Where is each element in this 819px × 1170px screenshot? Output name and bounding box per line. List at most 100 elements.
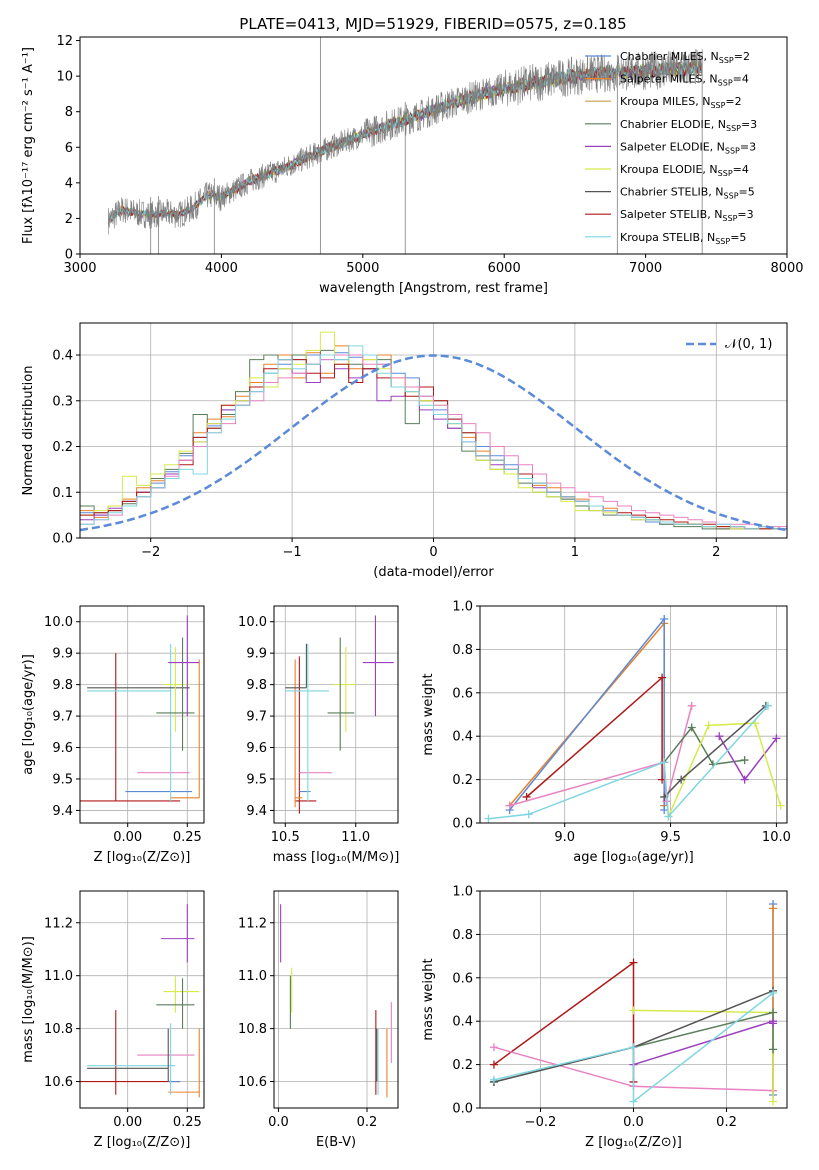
x-tick-label: 0.25	[173, 1115, 202, 1130]
error-bar	[362, 615, 394, 717]
x-axis-label: Z [log₁₀(Z/Z⊙)]	[94, 850, 191, 865]
error-bar	[168, 1028, 200, 1098]
mass-weight-line	[663, 726, 745, 766]
y-tick-label: 11.0	[238, 969, 267, 984]
mass-weight-marker	[484, 814, 493, 823]
legend-entry: Salpeter MILES, NSSP=4	[620, 73, 749, 88]
x-tick-label: 5000	[346, 261, 379, 276]
error-bar	[168, 615, 200, 717]
age-vs-mass-frame	[273, 605, 399, 824]
error-bar	[80, 653, 181, 802]
legend-entry: Chabrier MILES, NSSP=2	[620, 50, 750, 65]
y-tick-label: 4	[65, 176, 73, 191]
spectrum-panel: 3000 4000 5000 6000 7000 8000 0 2 4 6 8 10 12 wavelen…	[21, 34, 804, 296]
y-tick-label: 9.7	[52, 710, 73, 725]
x-tick-label: 1	[571, 545, 579, 560]
x-tick-label: 4000	[205, 261, 238, 276]
y-tick-label: 0.3	[52, 394, 73, 409]
x-tick-label: 0.25	[173, 830, 202, 845]
y-tick-label: 0.8	[452, 928, 473, 943]
weight-vs-age-frame	[479, 605, 788, 824]
weight-vs-age-plot-area	[484, 615, 785, 823]
x-tick-label: 2	[712, 545, 720, 560]
y-axis-label: Flux [fλ10⁻¹⁷ erg cm⁻² s⁻¹ A⁻¹]	[21, 47, 36, 244]
x-tick-label: −2	[141, 545, 160, 560]
y-tick-label: 9.4	[246, 804, 267, 819]
age-vs-mass-plot-area	[285, 615, 394, 814]
y-axis-label: mass weight	[421, 958, 436, 1040]
error-bar	[295, 656, 317, 814]
residual-histogram	[80, 345, 787, 538]
x-axis-label: age [log₁₀(age/yr)]	[573, 850, 694, 865]
mass-weight-marker	[763, 701, 772, 710]
y-tick-label: 0.8	[452, 643, 473, 658]
error-bar	[87, 643, 172, 801]
y-tick-label: 10.8	[238, 1022, 267, 1037]
y-tick-label: 10	[56, 70, 73, 85]
mass-weight-marker	[524, 810, 533, 819]
mass-weight-marker	[489, 1075, 498, 1084]
residuals-plot-area	[80, 331, 787, 538]
y-tick-label: 0.6	[452, 971, 473, 986]
error-bar	[156, 978, 195, 1029]
residual-histogram	[80, 359, 787, 538]
weight-vs-z-frame	[479, 890, 788, 1109]
mass-weight-marker	[660, 805, 669, 814]
x-tick-label: 0.0	[268, 1115, 289, 1130]
x-tick-label: 0.2	[716, 1115, 737, 1130]
mass-vs-ebv-plot-area	[280, 904, 392, 1098]
legend-entry: Kroupa STELIB, NSSP=5	[620, 231, 746, 246]
x-tick-label: −0.2	[525, 1115, 557, 1130]
y-tick-label: 10.0	[44, 615, 73, 630]
error-bar	[170, 659, 200, 799]
mass-weight-marker	[740, 775, 749, 784]
mass-weight-marker	[740, 756, 749, 765]
y-tick-label: 0.2	[452, 773, 473, 788]
y-tick-label: 0.4	[452, 1015, 473, 1030]
mass-vs-z-frame	[79, 890, 205, 1109]
mass-weight-marker	[629, 1006, 638, 1015]
x-axis-label: E(B-V)	[316, 1135, 356, 1150]
y-tick-label: 6	[65, 141, 73, 156]
x-tick-label: 10.5	[271, 830, 300, 845]
mass-weight-marker	[629, 958, 638, 967]
x-axis-label: Z [log₁₀(Z/Z⊙)]	[585, 1135, 682, 1150]
x-tick-label: 0.00	[113, 830, 142, 845]
x-tick-label: 3000	[63, 261, 96, 276]
y-tick-label: 9.5	[52, 772, 73, 787]
mass-weight-marker	[489, 1043, 498, 1052]
x-tick-label: 10.0	[762, 830, 791, 845]
mass-weight-marker	[660, 615, 669, 624]
y-tick-label: 11.2	[238, 916, 267, 931]
mass-weight-marker	[769, 904, 778, 913]
legend-entry: Chabrier STELIB, NSSP=5	[620, 186, 755, 201]
x-tick-label: 9.5	[660, 830, 681, 845]
x-axis-label: Z [log₁₀(Z/Z⊙)]	[94, 1135, 191, 1150]
y-tick-label: 9.6	[246, 741, 267, 756]
mass-weight-line	[718, 735, 777, 781]
legend-entry: Salpeter STELIB, NSSP=3	[620, 208, 754, 223]
y-tick-label: 9.8	[246, 678, 267, 693]
age-vs-z-frame	[79, 605, 205, 824]
mass-weight-marker	[769, 1045, 778, 1054]
y-tick-label: 10.6	[238, 1075, 267, 1090]
error-bar	[285, 643, 329, 801]
mass-weight-marker	[505, 801, 514, 810]
y-tick-label: 8	[65, 105, 73, 120]
mass-weight-marker	[687, 701, 696, 710]
mass-weight-marker	[629, 1097, 638, 1106]
mass-weight-marker	[704, 721, 713, 730]
error-bar	[294, 659, 303, 808]
spectrum-frame	[79, 36, 788, 255]
error-bar	[163, 975, 200, 1013]
residuals-panel: −2 −1 0 1 2 0.0 0.1 0.2 0.3 0.4 (data-model)/error…	[21, 322, 788, 580]
y-tick-label: 1.0	[452, 600, 473, 615]
x-axis-label: (data-model)/error	[373, 565, 494, 580]
mass-weight-marker	[776, 801, 785, 810]
mass-weight-marker	[769, 1008, 778, 1017]
y-tick-label: 11.2	[44, 916, 73, 931]
y-axis-label: Normed distribution	[21, 366, 36, 496]
error-bar	[156, 637, 195, 751]
mass-weight-marker	[660, 758, 669, 767]
x-tick-label: 11.0	[341, 830, 370, 845]
